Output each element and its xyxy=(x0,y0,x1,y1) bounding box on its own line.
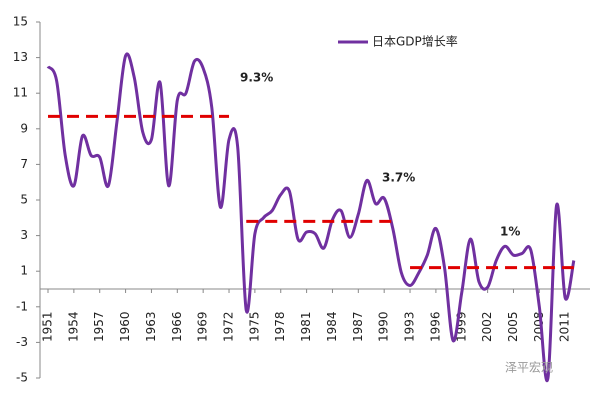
y-tick-label: 3 xyxy=(20,228,28,242)
x-tick-label: 1966 xyxy=(170,311,184,342)
x-tick-label: 1951 xyxy=(41,311,55,342)
series-line xyxy=(46,52,576,383)
x-tick-label: 1981 xyxy=(299,311,313,342)
y-tick-label: 15 xyxy=(13,15,28,29)
annotation: 3.7% xyxy=(382,171,415,185)
x-tick-label: 1987 xyxy=(351,311,365,342)
x-tick-label: 1984 xyxy=(325,311,339,342)
x-tick-label: 1969 xyxy=(196,311,210,342)
x-tick-label: 1990 xyxy=(377,311,391,342)
x-tick-label: 1972 xyxy=(222,311,236,342)
legend-label: 日本GDP增长率 xyxy=(372,34,458,49)
y-tick-label: 9 xyxy=(20,121,28,135)
x-tick-label: 1957 xyxy=(92,311,106,342)
x-tick-label: 1975 xyxy=(247,311,261,342)
x-tick-label: 1996 xyxy=(428,311,442,342)
y-tick-label: 11 xyxy=(13,86,28,100)
x-tick-label: 1963 xyxy=(144,311,158,342)
watermark: 泽平宏观 xyxy=(505,360,553,375)
x-tick-label: 1993 xyxy=(403,311,417,342)
x-tick-label: 2002 xyxy=(480,311,494,342)
y-tick-label: -1 xyxy=(16,299,28,313)
y-tick-label: 13 xyxy=(13,50,28,64)
x-tick-label: 1960 xyxy=(118,311,132,342)
y-tick-label: 5 xyxy=(20,193,28,207)
y-tick-label: -3 xyxy=(16,335,28,349)
y-tick-label: 1 xyxy=(20,264,28,278)
annotation: 1% xyxy=(500,225,520,239)
x-tick-label: 1978 xyxy=(273,311,287,342)
annotation: 9.3% xyxy=(240,71,273,85)
x-tick-label: 2005 xyxy=(506,311,520,342)
y-tick-label: -5 xyxy=(16,371,28,385)
x-tick-label: 1954 xyxy=(66,311,80,342)
y-tick-label: 7 xyxy=(20,157,28,171)
x-tick-label: 2011 xyxy=(558,311,572,342)
